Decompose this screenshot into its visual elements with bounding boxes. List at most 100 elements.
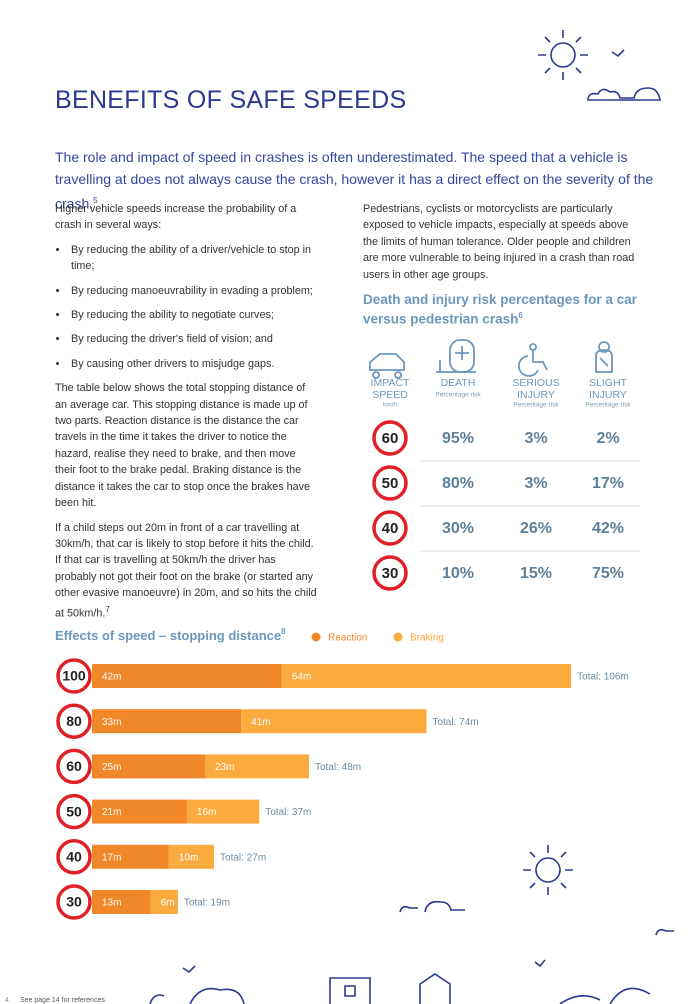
intro-text: The role and impact of speed in crashes … xyxy=(55,149,654,212)
intro: The role and impact of speed in crashes … xyxy=(55,146,680,215)
speed-value: 40 xyxy=(382,520,399,537)
risk-value: 80% xyxy=(442,475,474,492)
ref: 7 xyxy=(105,604,110,614)
column-subheader: km/h xyxy=(383,402,397,409)
table-title: Death and injury risk percentages for a … xyxy=(363,292,663,328)
value-label: 16m xyxy=(197,807,216,818)
column-header: SLIGHT xyxy=(589,377,628,389)
total-label: Total: 106m xyxy=(577,672,629,683)
paragraph: The table below shows the total stopping… xyxy=(55,382,311,510)
column-subheader: Percentage risk xyxy=(435,392,481,399)
total-label: Total: 19m xyxy=(184,898,230,909)
speed-sign xyxy=(56,884,92,920)
bullet: By reducing the ability of a driver/vehi… xyxy=(69,242,317,275)
risk-value: 17% xyxy=(592,475,624,492)
right-column: Pedestrians, cyclists or motorcyclists a… xyxy=(363,201,643,291)
bar-segment xyxy=(168,844,215,869)
bar-segment xyxy=(281,664,572,688)
bullet: By reducing manoeuvrability in evading a… xyxy=(69,283,317,299)
value-label: 6m xyxy=(161,898,175,909)
risk-value: 10% xyxy=(442,565,474,582)
legend-swatch xyxy=(393,632,403,642)
speed-sign xyxy=(372,465,408,501)
decoration xyxy=(149,30,674,1004)
value-label: 13m xyxy=(102,898,121,909)
speed-value: 60 xyxy=(382,430,399,447)
total-label: Total: 48m xyxy=(315,762,361,773)
icon xyxy=(517,343,548,377)
category-label: 50 xyxy=(66,803,82,819)
bar-segment xyxy=(92,754,205,779)
page-number: 4 xyxy=(5,997,9,1004)
risk-value: 30% xyxy=(442,520,474,537)
paragraph: Pedestrians, cyclists or motorcyclists a… xyxy=(363,203,635,281)
speed-value: 50 xyxy=(382,475,399,492)
bar-segment xyxy=(92,890,151,914)
bullet: By reducing the ability to negotiate cur… xyxy=(69,307,317,323)
ref: 8 xyxy=(281,627,286,636)
category-label: 60 xyxy=(66,758,82,774)
column-header: SPEED xyxy=(372,389,408,401)
value-label: 10m xyxy=(179,852,198,863)
category-label: 30 xyxy=(66,894,82,910)
risk-value: 3% xyxy=(524,430,547,447)
speed-sign xyxy=(56,839,92,875)
value-label: 21m xyxy=(102,807,121,818)
risk-value: 2% xyxy=(596,430,619,447)
speed-sign xyxy=(56,703,92,739)
icon xyxy=(595,341,613,373)
value-label: 17m xyxy=(102,852,121,863)
bullet: By reducing the driver's field of vision… xyxy=(69,331,317,347)
risk-value: 42% xyxy=(592,520,624,537)
bar-segment xyxy=(92,709,242,734)
value-label: 42m xyxy=(102,672,121,683)
legend-swatch xyxy=(311,632,321,642)
column-header: DEATH xyxy=(441,377,476,389)
chart-title-text: Effects of speed – stopping distance xyxy=(55,628,281,643)
value-label: 23m xyxy=(215,762,234,773)
bar-segment xyxy=(241,709,427,734)
column-header: SERIOUS xyxy=(512,377,559,389)
chart-title: Effects of speed – stopping distance8 xyxy=(55,627,286,643)
ref: 5 xyxy=(93,196,98,205)
speed-sign xyxy=(372,420,408,456)
value-label: 33m xyxy=(102,717,121,728)
speed-sign xyxy=(372,510,408,546)
bullet: By causing other drivers to misjudge gap… xyxy=(69,356,317,372)
paragraph: Higher vehicle speeds increase the proba… xyxy=(55,203,297,232)
column-header: INJURY xyxy=(517,389,555,401)
footer-note: See page 14 for references xyxy=(20,997,105,1004)
risk-value: 26% xyxy=(520,520,552,537)
paragraph: If a child steps out 20m in front of a c… xyxy=(55,520,317,622)
legend-label: Braking xyxy=(410,633,444,644)
legend-label: Reaction xyxy=(328,633,367,644)
risk-value: 95% xyxy=(442,430,474,447)
paragraph-text: If a child steps out 20m in front of a c… xyxy=(55,521,317,620)
bar-segment xyxy=(186,799,260,824)
value-label: 41m xyxy=(251,717,270,728)
bar-segment xyxy=(92,799,187,824)
icon xyxy=(369,353,405,379)
column-subheader: Percentage risk xyxy=(585,402,631,409)
speed-sign xyxy=(56,748,92,785)
category-label: 40 xyxy=(66,849,82,865)
column-header: INJURY xyxy=(589,389,627,401)
value-label: 64m xyxy=(292,672,311,683)
value-label: 25m xyxy=(102,762,121,773)
column-subheader: Percentage risk xyxy=(513,402,559,409)
bar-segment xyxy=(92,664,282,688)
speed-value: 30 xyxy=(382,565,399,582)
category-label: 100 xyxy=(62,668,86,684)
ref: 6 xyxy=(518,311,523,320)
risk-value: 3% xyxy=(524,475,547,492)
table-title-text: Death and injury risk percentages for a … xyxy=(363,292,637,327)
bar-segment xyxy=(92,844,169,869)
icon xyxy=(436,346,476,373)
speed-sign xyxy=(372,555,408,591)
risk-value: 15% xyxy=(520,565,552,582)
speed-sign xyxy=(56,658,92,694)
category-label: 80 xyxy=(66,713,82,729)
